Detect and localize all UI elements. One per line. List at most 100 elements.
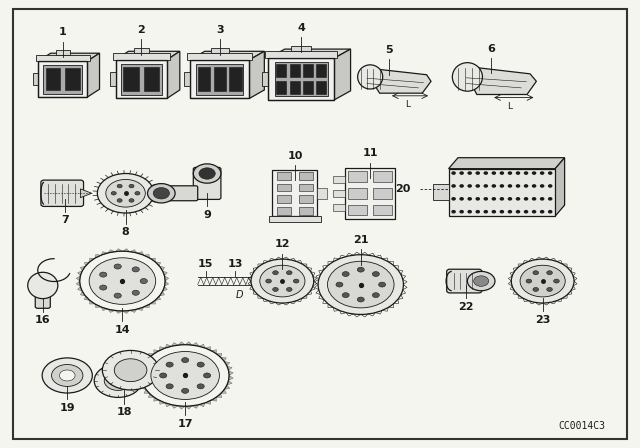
Polygon shape [81, 266, 86, 271]
Circle shape [541, 172, 544, 174]
Circle shape [102, 350, 159, 390]
Circle shape [484, 198, 487, 200]
Circle shape [132, 267, 140, 272]
Circle shape [492, 185, 495, 187]
Circle shape [318, 255, 403, 314]
Circle shape [182, 358, 189, 362]
Polygon shape [137, 252, 144, 255]
Polygon shape [462, 66, 536, 95]
Circle shape [476, 211, 479, 213]
Bar [303, 65, 313, 77]
Circle shape [468, 185, 471, 187]
Polygon shape [122, 310, 130, 314]
Bar [449, 169, 556, 216]
Circle shape [547, 288, 552, 291]
Circle shape [287, 288, 292, 291]
Circle shape [460, 185, 463, 187]
Text: 8: 8 [122, 227, 129, 237]
Polygon shape [185, 406, 192, 409]
Bar [316, 81, 326, 94]
Circle shape [111, 191, 116, 195]
Circle shape [500, 172, 504, 174]
Circle shape [548, 198, 552, 200]
Circle shape [117, 184, 122, 188]
Circle shape [516, 211, 520, 213]
Polygon shape [108, 309, 115, 312]
Polygon shape [87, 53, 100, 97]
Circle shape [106, 180, 145, 207]
Circle shape [532, 198, 536, 200]
Circle shape [151, 352, 220, 400]
Polygon shape [115, 310, 122, 314]
Circle shape [500, 185, 504, 187]
Circle shape [524, 185, 527, 187]
Text: 20: 20 [396, 184, 411, 194]
Polygon shape [364, 68, 431, 93]
Text: 12: 12 [275, 240, 290, 250]
Polygon shape [221, 389, 227, 393]
Polygon shape [138, 380, 143, 385]
Circle shape [97, 173, 154, 213]
Polygon shape [77, 271, 83, 276]
Text: 10: 10 [287, 151, 303, 160]
Circle shape [541, 198, 544, 200]
Polygon shape [265, 51, 337, 58]
Circle shape [251, 259, 314, 303]
Circle shape [532, 172, 536, 174]
Polygon shape [154, 397, 159, 401]
Bar [333, 190, 345, 197]
Text: L: L [508, 102, 513, 111]
Text: 7: 7 [61, 215, 68, 225]
Polygon shape [449, 158, 564, 169]
Text: 19: 19 [60, 403, 75, 413]
Polygon shape [116, 52, 180, 60]
Polygon shape [268, 58, 334, 100]
Bar [121, 64, 162, 95]
Circle shape [129, 198, 134, 202]
Circle shape [357, 297, 364, 302]
Polygon shape [150, 258, 156, 262]
Circle shape [166, 362, 173, 367]
Bar [214, 67, 226, 91]
Bar [269, 216, 321, 222]
Bar [291, 46, 311, 51]
Polygon shape [165, 403, 172, 407]
Bar [211, 48, 228, 53]
Circle shape [129, 184, 134, 188]
Polygon shape [154, 350, 159, 354]
Bar [276, 172, 291, 180]
Text: 5: 5 [385, 45, 393, 55]
Circle shape [511, 259, 574, 303]
Circle shape [114, 264, 122, 269]
Bar [433, 185, 449, 200]
Polygon shape [77, 286, 83, 291]
Polygon shape [101, 307, 108, 310]
Text: 15: 15 [198, 259, 214, 269]
Circle shape [159, 373, 167, 378]
Polygon shape [130, 250, 137, 253]
Circle shape [516, 198, 520, 200]
Circle shape [140, 279, 147, 284]
Bar [33, 73, 38, 86]
Bar [123, 67, 139, 91]
Polygon shape [163, 271, 167, 276]
Circle shape [554, 279, 559, 283]
Circle shape [117, 198, 122, 202]
Polygon shape [198, 344, 205, 348]
Circle shape [342, 271, 349, 276]
Circle shape [100, 272, 107, 277]
Polygon shape [84, 262, 90, 266]
Text: D: D [236, 290, 243, 300]
Circle shape [492, 211, 495, 213]
Circle shape [153, 188, 170, 199]
Polygon shape [108, 250, 115, 253]
Circle shape [52, 365, 83, 387]
Bar [300, 184, 313, 191]
Circle shape [500, 198, 504, 200]
Circle shape [89, 258, 156, 304]
Bar [230, 67, 241, 91]
Polygon shape [116, 60, 167, 99]
Bar [276, 195, 291, 203]
Text: 3: 3 [216, 25, 223, 35]
Polygon shape [137, 375, 142, 380]
